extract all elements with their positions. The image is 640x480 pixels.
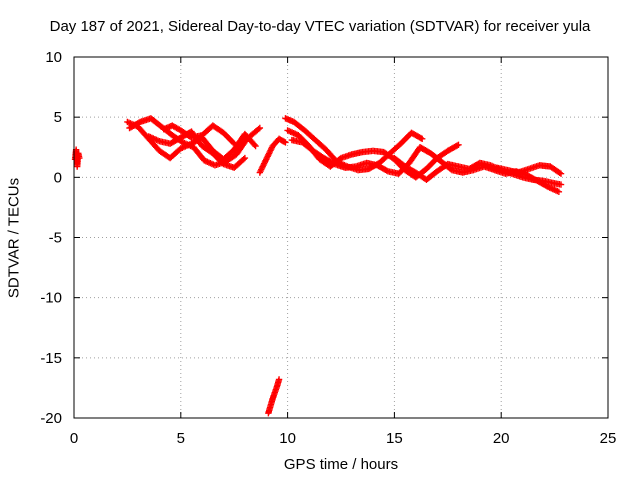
- x-tick-label: 5: [177, 430, 185, 447]
- axis-ticks: 0 5 10 15 20 25 -20 -15 -10 -5 0 5 10: [40, 49, 616, 447]
- data-point: [231, 140, 238, 147]
- data-point: [240, 155, 247, 163]
- series-late-drop: [265, 376, 283, 417]
- series-track-i: [391, 154, 565, 188]
- series-track-d: [160, 122, 238, 147]
- data-point: [417, 134, 425, 142]
- y-tick-label: 10: [45, 49, 62, 66]
- data-point: [556, 169, 563, 177]
- series-track-j: [493, 162, 565, 177]
- data-point: [418, 135, 426, 143]
- y-tick-label: -10: [40, 290, 62, 307]
- data-point: [282, 139, 289, 146]
- x-axis-label: GPS time / hours: [283, 456, 399, 473]
- plot-frame: [73, 56, 609, 419]
- data-point: [280, 138, 288, 145]
- data-point: [252, 142, 259, 150]
- data-point: [229, 139, 237, 146]
- grid-lines: [74, 57, 608, 418]
- data-point: [330, 160, 337, 167]
- data-point: [255, 125, 262, 133]
- x-tick-label: 10: [279, 430, 296, 447]
- data-point: [135, 119, 143, 126]
- data-point: [555, 188, 563, 195]
- data-point: [251, 141, 258, 149]
- data-point: [455, 141, 462, 149]
- y-tick-label: 5: [54, 109, 62, 126]
- data-point: [256, 124, 264, 132]
- data-marks: [71, 115, 565, 417]
- data-point: [557, 170, 565, 177]
- series-early: [71, 146, 83, 170]
- data-point: [275, 376, 283, 383]
- chart-title: Day 187 of 2021, Sidereal Day-to-day VTE…: [49, 18, 591, 35]
- series-track-e: [256, 135, 289, 176]
- data-point: [241, 154, 249, 162]
- data-point: [453, 142, 461, 149]
- data-point: [557, 181, 565, 188]
- x-tick-label: 15: [386, 430, 403, 447]
- y-tick-label: -15: [40, 350, 62, 367]
- data-point: [383, 167, 390, 174]
- data-point: [76, 154, 83, 162]
- y-tick-label: -5: [49, 230, 62, 247]
- x-tick-label: 25: [600, 430, 617, 447]
- y-tick-label: 0: [54, 169, 62, 186]
- x-tick-label: 0: [70, 430, 78, 447]
- series-track-a: [124, 118, 259, 163]
- x-tick-label: 20: [493, 430, 510, 447]
- y-tick-label: -20: [40, 410, 62, 427]
- y-axis-label: SDTVAR / TECUs: [5, 177, 23, 299]
